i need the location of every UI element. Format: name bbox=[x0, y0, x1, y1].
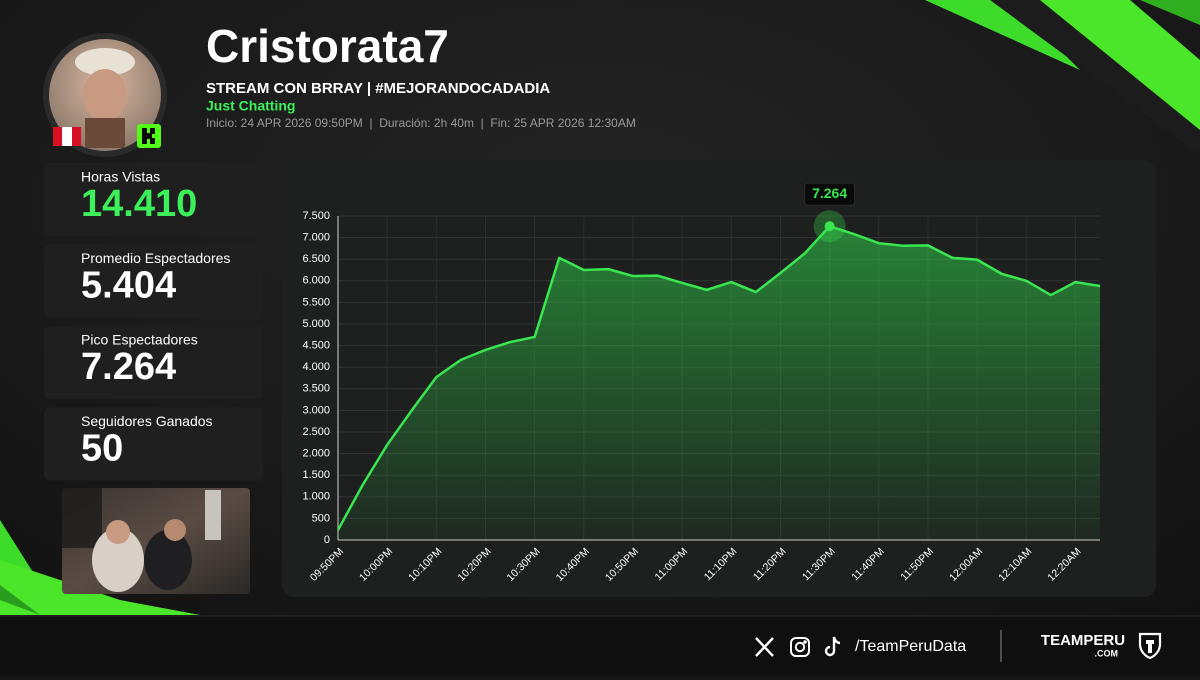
stat-value: 5.404 bbox=[81, 265, 176, 307]
stream-meta: Inicio: 24 APR 2026 09:50PM | Duración: … bbox=[206, 116, 636, 130]
y-tick-label: 7.500 bbox=[302, 210, 330, 222]
avatar bbox=[43, 33, 167, 157]
y-tick-label: 1.500 bbox=[302, 469, 330, 481]
y-tick-label: 5.000 bbox=[302, 318, 330, 330]
y-tick-label: 2.500 bbox=[302, 426, 330, 438]
y-tick-label: 7.000 bbox=[302, 232, 330, 244]
stat-value: 7.264 bbox=[81, 346, 176, 388]
stat-label: Horas Vistas bbox=[81, 169, 160, 185]
decor-bottom-left bbox=[0, 520, 200, 615]
streamer-name: Cristorata7 bbox=[206, 20, 449, 72]
decor-top-right bbox=[925, 0, 1200, 155]
stat-card bbox=[44, 407, 263, 481]
kick-logo bbox=[137, 124, 161, 148]
stat-card bbox=[44, 163, 263, 236]
stat-card bbox=[44, 244, 263, 318]
peak-dot bbox=[824, 221, 835, 232]
stream-thumbnail bbox=[62, 488, 250, 594]
brand-suffix: .COM bbox=[1095, 648, 1119, 658]
stat-value: 14.410 bbox=[81, 183, 197, 225]
stat-card bbox=[44, 326, 263, 399]
y-tick-label: 3.000 bbox=[302, 404, 330, 416]
icon-x bbox=[755, 637, 774, 657]
y-tick-label: 4.000 bbox=[302, 361, 330, 373]
y-tick-label: 4.500 bbox=[302, 340, 330, 352]
stream-category: Just Chatting bbox=[206, 98, 295, 114]
line bbox=[336, 224, 1101, 531]
y-tick-label: 2.000 bbox=[302, 448, 330, 460]
peak-label-box bbox=[804, 182, 856, 206]
flag-peru bbox=[53, 127, 81, 146]
icon-tiktok bbox=[824, 636, 841, 657]
social-handle: /TeamPeruData bbox=[855, 638, 966, 655]
stat-label: Pico Espectadores bbox=[81, 332, 198, 348]
y-tick-label: 6.500 bbox=[302, 253, 330, 265]
area-fill bbox=[338, 226, 1100, 541]
icon-instagram bbox=[790, 637, 810, 657]
stat-value: 50 bbox=[81, 428, 123, 470]
y-tick-label: 1.000 bbox=[302, 491, 330, 503]
brand-name: TEAMPERU bbox=[1041, 632, 1125, 649]
brand-shield bbox=[1138, 632, 1162, 660]
stat-label: Promedio Espectadores bbox=[81, 250, 230, 266]
stat-label: Seguidores Ganados bbox=[81, 413, 213, 429]
y-tick-label: 6.000 bbox=[302, 275, 330, 287]
y-tick-label: 3.500 bbox=[302, 383, 330, 395]
stream-title: STREAM CON BRRAY | #MEJORANDOCADADIA bbox=[206, 80, 550, 97]
y-tick-label: 500 bbox=[312, 512, 330, 524]
peak-label: 7.264 bbox=[812, 185, 847, 201]
y-tick-label: 0 bbox=[324, 534, 330, 546]
footer-bar bbox=[0, 616, 1200, 675]
y-tick-label: 5.500 bbox=[302, 296, 330, 308]
